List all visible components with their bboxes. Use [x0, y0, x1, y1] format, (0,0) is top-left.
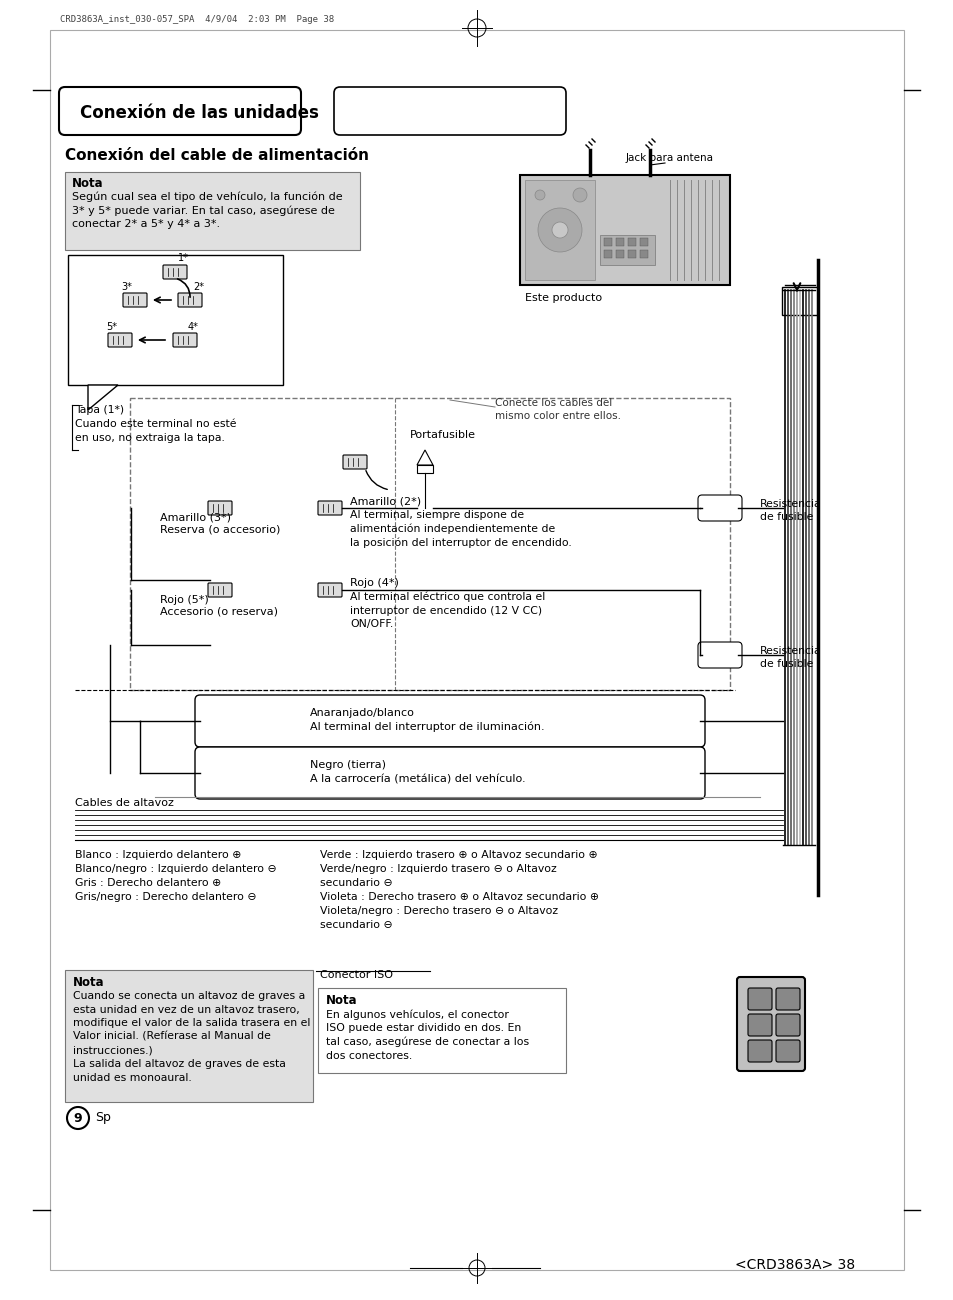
FancyBboxPatch shape — [108, 333, 132, 347]
Text: Al terminal eléctrico que controla el
interruptor de encendido (12 V CC)
ON/OFF.: Al terminal eléctrico que controla el in… — [350, 592, 545, 629]
Circle shape — [537, 208, 581, 252]
Text: En algunos vehículos, el conector
ISO puede estar dividido en dos. En
tal caso, : En algunos vehículos, el conector ISO pu… — [326, 1009, 529, 1061]
Text: 3*: 3* — [121, 282, 132, 293]
Text: Amarillo (3*): Amarillo (3*) — [160, 514, 231, 523]
Text: 4*: 4* — [188, 322, 198, 332]
Bar — [603, 238, 612, 246]
Text: Al terminal del interruptor de iluminación.: Al terminal del interruptor de iluminaci… — [310, 722, 544, 732]
Bar — [68, 255, 283, 385]
Bar — [639, 250, 647, 257]
Text: Sp: Sp — [95, 1112, 111, 1124]
Text: Conecte los cables del
mismo color entre ellos.: Conecte los cables del mismo color entre… — [495, 398, 620, 421]
Bar — [519, 176, 729, 285]
Text: Anaranjado/blanco: Anaranjado/blanco — [310, 708, 415, 718]
Bar — [416, 465, 433, 473]
Bar — [781, 287, 817, 315]
FancyBboxPatch shape — [698, 495, 741, 521]
Polygon shape — [416, 450, 433, 465]
Text: Resistencia
de fusible: Resistencia de fusible — [760, 646, 821, 670]
Bar — [627, 238, 636, 246]
Bar — [130, 398, 729, 690]
Polygon shape — [88, 385, 118, 410]
Text: 5*: 5* — [106, 322, 117, 332]
FancyBboxPatch shape — [172, 333, 196, 347]
Text: Conexión de las unidades: Conexión de las unidades — [80, 104, 318, 122]
Bar — [616, 238, 623, 246]
FancyBboxPatch shape — [194, 747, 704, 799]
FancyBboxPatch shape — [178, 292, 202, 307]
FancyBboxPatch shape — [317, 500, 341, 515]
Bar — [50, 30, 903, 1270]
Text: Tapa (1*)
Cuando este terminal no esté
en uso, no extraiga la tapa.: Tapa (1*) Cuando este terminal no esté e… — [75, 406, 236, 443]
FancyBboxPatch shape — [208, 500, 232, 515]
Text: Amarillo (2*): Amarillo (2*) — [350, 497, 420, 506]
FancyBboxPatch shape — [775, 1040, 800, 1062]
Text: Blanco : Izquierdo delantero ⊕
Blanco/negro : Izquierdo delantero ⊖
Gris : Derec: Blanco : Izquierdo delantero ⊕ Blanco/ne… — [75, 850, 276, 902]
Bar — [603, 250, 612, 257]
FancyBboxPatch shape — [698, 642, 741, 668]
Text: Cuando se conecta un altavoz de graves a
esta unidad en vez de un altavoz traser: Cuando se conecta un altavoz de graves a… — [73, 991, 310, 1083]
Text: Nota: Nota — [73, 976, 105, 989]
Text: Resistencia
de fusible: Resistencia de fusible — [760, 499, 821, 523]
Circle shape — [535, 190, 544, 200]
Bar — [65, 970, 313, 1102]
Text: A la carrocería (metálica) del vehículo.: A la carrocería (metálica) del vehículo. — [310, 774, 525, 784]
FancyBboxPatch shape — [775, 988, 800, 1010]
Text: Este producto: Este producto — [524, 292, 601, 303]
Circle shape — [573, 188, 586, 202]
Bar — [627, 250, 636, 257]
Bar — [317, 988, 565, 1072]
FancyBboxPatch shape — [747, 1014, 771, 1036]
Text: Nota: Nota — [326, 994, 357, 1008]
Text: Rojo (5*): Rojo (5*) — [160, 595, 209, 604]
FancyBboxPatch shape — [747, 1040, 771, 1062]
Text: 1*: 1* — [178, 254, 189, 263]
Text: 9: 9 — [73, 1112, 82, 1124]
FancyBboxPatch shape — [163, 265, 187, 280]
Bar — [524, 179, 595, 280]
Text: Cables de altavoz: Cables de altavoz — [75, 798, 173, 809]
Text: Conector ISO: Conector ISO — [319, 970, 393, 980]
FancyBboxPatch shape — [208, 582, 232, 597]
FancyBboxPatch shape — [334, 87, 565, 135]
Text: Accesorio (o reserva): Accesorio (o reserva) — [160, 607, 277, 618]
Bar — [639, 238, 647, 246]
Bar — [65, 172, 359, 250]
Bar — [616, 250, 623, 257]
Text: Jack para antena: Jack para antena — [625, 153, 713, 162]
FancyBboxPatch shape — [343, 455, 367, 469]
FancyBboxPatch shape — [747, 988, 771, 1010]
Text: Nota: Nota — [71, 177, 104, 190]
Text: Rojo (4*): Rojo (4*) — [350, 578, 398, 588]
Text: Reserva (o accesorio): Reserva (o accesorio) — [160, 525, 280, 536]
Text: Conexión del cable de alimentación: Conexión del cable de alimentación — [65, 148, 369, 162]
Bar — [599, 235, 655, 265]
Text: Negro (tierra): Negro (tierra) — [310, 760, 386, 770]
FancyBboxPatch shape — [194, 696, 704, 747]
FancyBboxPatch shape — [123, 292, 147, 307]
FancyBboxPatch shape — [59, 87, 301, 135]
FancyBboxPatch shape — [317, 582, 341, 597]
Text: 2*: 2* — [193, 282, 204, 293]
Circle shape — [552, 222, 567, 238]
FancyBboxPatch shape — [775, 1014, 800, 1036]
Text: Al terminal, siempre dispone de
alimentación independientemente de
la posición d: Al terminal, siempre dispone de alimenta… — [350, 510, 571, 547]
Text: <CRD3863A> 38: <CRD3863A> 38 — [734, 1258, 854, 1271]
Text: CRD3863A_inst_030-057_SPA  4/9/04  2:03 PM  Page 38: CRD3863A_inst_030-057_SPA 4/9/04 2:03 PM… — [60, 16, 334, 23]
Text: Verde : Izquierdo trasero ⊕ o Altavoz secundario ⊕
Verde/negro : Izquierdo trase: Verde : Izquierdo trasero ⊕ o Altavoz se… — [319, 850, 598, 930]
Text: Según cual sea el tipo de vehículo, la función de
3* y 5* puede variar. En tal c: Según cual sea el tipo de vehículo, la f… — [71, 191, 342, 229]
FancyBboxPatch shape — [737, 978, 804, 1071]
Text: Portafusible: Portafusible — [410, 430, 476, 439]
